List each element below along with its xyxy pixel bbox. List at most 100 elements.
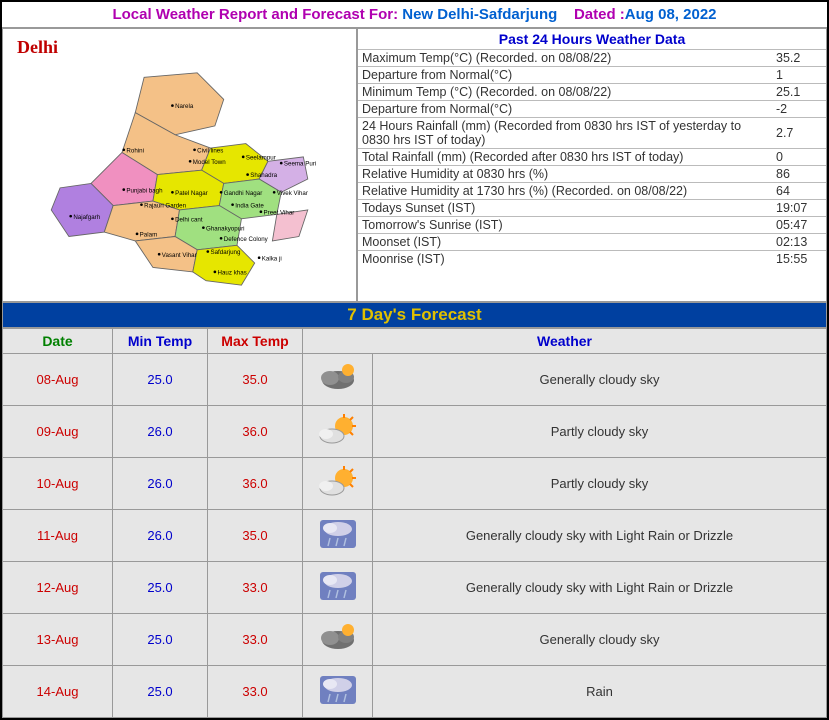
svg-text:Defence Colony: Defence Colony [224, 236, 269, 243]
past-24-table: Maximum Temp(°C) (Recorded. on 08/08/22)… [358, 49, 826, 267]
forecast-max: 36.0 [208, 458, 303, 510]
table-row: 10-Aug 26.0 36.0 Partly cloudy sky [3, 458, 827, 510]
svg-text:Punjabi bagh: Punjabi bagh [126, 187, 163, 194]
forecast-date: 14-Aug [3, 666, 113, 718]
top-section: Delhi Narela Rohini Civil lines Model Town S… [2, 27, 827, 302]
svg-text:Seema Puri: Seema Puri [284, 161, 316, 168]
data-label: Maximum Temp(°C) (Recorded. on 08/08/22) [358, 50, 766, 67]
weather-icon [303, 562, 373, 614]
weather-icon [303, 614, 373, 666]
data-value: 64 [766, 183, 826, 200]
svg-text:Delhi cant: Delhi cant [175, 216, 203, 223]
svg-text:Rajauri Garden: Rajauri Garden [144, 202, 187, 209]
forecast-max: 35.0 [208, 354, 303, 406]
th-min: Min Temp [113, 329, 208, 354]
data-label: Tomorrow's Sunrise (IST) [358, 217, 766, 234]
svg-text:Preet Vihar: Preet Vihar [264, 209, 295, 216]
map-panel: Delhi Narela Rohini Civil lines Model Town S… [2, 28, 357, 302]
th-date: Date [3, 329, 113, 354]
weather-icon [303, 406, 373, 458]
forecast-max: 35.0 [208, 510, 303, 562]
weather-icon [303, 458, 373, 510]
data-label: Departure from Normal(°C) [358, 101, 766, 118]
forecast-date: 09-Aug [3, 406, 113, 458]
table-row: 12-Aug 25.0 33.0 Generally cloudy sky wi… [3, 562, 827, 614]
svg-text:Najafgarh: Najafgarh [73, 214, 100, 221]
data-label: Minimum Temp (°C) (Recorded. on 08/08/22… [358, 84, 766, 101]
forecast-max: 33.0 [208, 666, 303, 718]
th-weather: Weather [303, 329, 827, 354]
svg-text:Civil lines: Civil lines [197, 147, 223, 154]
svg-text:Model Town: Model Town [193, 159, 226, 166]
forecast-date: 13-Aug [3, 614, 113, 666]
forecast-weather: Partly cloudy sky [373, 458, 827, 510]
data-value: -2 [766, 101, 826, 118]
forecast-min: 26.0 [113, 458, 208, 510]
data-value: 25.1 [766, 84, 826, 101]
header-label: Local Weather Report and Forecast For: [112, 6, 398, 23]
data-value: 02:13 [766, 234, 826, 251]
data-label: Relative Humidity at 1730 hrs (%) (Recor… [358, 183, 766, 200]
data-label: Todays Sunset (IST) [358, 200, 766, 217]
forecast-max: 33.0 [208, 614, 303, 666]
forecast-date: 10-Aug [3, 458, 113, 510]
data-value: 19:07 [766, 200, 826, 217]
map-title: Delhi [5, 31, 354, 64]
forecast-date: 11-Aug [3, 510, 113, 562]
forecast-weather: Generally cloudy sky [373, 614, 827, 666]
weather-icon [303, 354, 373, 406]
data-label: Departure from Normal(°C) [358, 67, 766, 84]
data-label: Relative Humidity at 0830 hrs (%) [358, 166, 766, 183]
weather-report: Local Weather Report and Forecast For: N… [0, 0, 829, 720]
forecast-min: 25.0 [113, 666, 208, 718]
forecast-table: Date Min Temp Max Temp Weather 08-Aug 25… [2, 328, 827, 718]
svg-text:Palam: Palam [140, 232, 158, 239]
forecast-weather: Rain [373, 666, 827, 718]
table-row: 08-Aug 25.0 35.0 Generally cloudy sky [3, 354, 827, 406]
data-value: 2.7 [766, 118, 826, 149]
forecast-min: 25.0 [113, 562, 208, 614]
weather-icon [303, 510, 373, 562]
data-label: Moonrise (IST) [358, 251, 766, 268]
svg-text:Vivek Vihar: Vivek Vihar [277, 190, 308, 197]
data-value: 05:47 [766, 217, 826, 234]
header-location: New Delhi-Safdarjung [402, 6, 557, 23]
svg-text:Kalka ji: Kalka ji [262, 255, 282, 262]
data-label: 24 Hours Rainfall (mm) (Recorded from 08… [358, 118, 766, 149]
forecast-weather: Generally cloudy sky with Light Rain or … [373, 562, 827, 614]
table-row: 14-Aug 25.0 33.0 Rain [3, 666, 827, 718]
svg-text:Gandhi Nagar: Gandhi Nagar [224, 190, 263, 197]
dated-label: Dated : [574, 6, 625, 23]
forecast-date: 12-Aug [3, 562, 113, 614]
past-24-panel: Past 24 Hours Weather Data Maximum Temp(… [357, 28, 827, 302]
delhi-map: Narela Rohini Civil lines Model Town Seelamp… [5, 64, 354, 294]
svg-text:Ghanakyopuri: Ghanakyopuri [206, 225, 245, 232]
svg-text:Shahadra: Shahadra [250, 172, 277, 179]
forecast-max: 33.0 [208, 562, 303, 614]
report-header: Local Weather Report and Forecast For: N… [2, 2, 827, 27]
weather-icon [303, 666, 373, 718]
forecast-weather: Generally cloudy sky [373, 354, 827, 406]
forecast-min: 25.0 [113, 614, 208, 666]
data-label: Moonset (IST) [358, 234, 766, 251]
forecast-weather: Partly cloudy sky [373, 406, 827, 458]
svg-text:Vasant Vihar: Vasant Vihar [162, 252, 197, 259]
forecast-title: 7 Day's Forecast [2, 302, 827, 328]
svg-text:Rohini: Rohini [126, 147, 144, 154]
data-value: 1 [766, 67, 826, 84]
forecast-date: 08-Aug [3, 354, 113, 406]
svg-text:Seelampur: Seelampur [246, 155, 276, 162]
forecast-min: 25.0 [113, 354, 208, 406]
data-value: 0 [766, 149, 826, 166]
data-value: 35.2 [766, 50, 826, 67]
table-row: 13-Aug 25.0 33.0 Generally cloudy sky [3, 614, 827, 666]
data-label: Total Rainfall (mm) (Recorded after 0830… [358, 149, 766, 166]
svg-text:Narela: Narela [175, 103, 194, 110]
th-max: Max Temp [208, 329, 303, 354]
table-row: 09-Aug 26.0 36.0 Partly cloudy sky [3, 406, 827, 458]
data-value: 86 [766, 166, 826, 183]
svg-text:Patel Nagar: Patel Nagar [175, 190, 208, 197]
data-value: 15:55 [766, 251, 826, 268]
svg-text:Hauz khas: Hauz khas [218, 270, 247, 277]
forecast-max: 36.0 [208, 406, 303, 458]
